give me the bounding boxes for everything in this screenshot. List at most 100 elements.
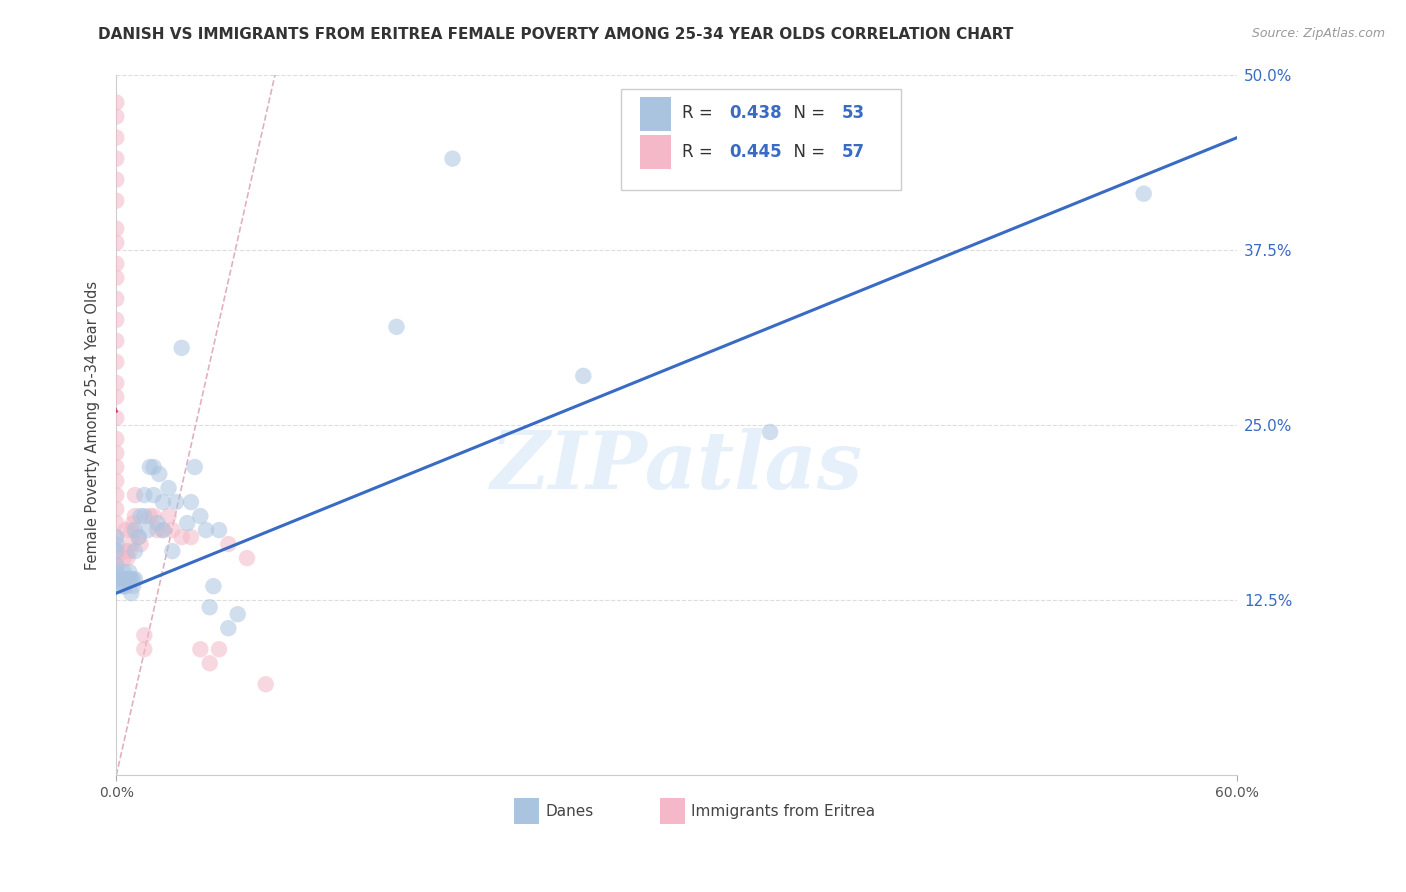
Point xyxy=(217,537,239,551)
Point xyxy=(124,544,146,558)
Point xyxy=(105,194,128,208)
Text: 53: 53 xyxy=(841,104,865,122)
Point xyxy=(120,537,142,551)
Point xyxy=(236,551,259,566)
FancyBboxPatch shape xyxy=(640,136,671,169)
Point xyxy=(226,607,249,622)
Text: Danes: Danes xyxy=(546,805,593,820)
Point xyxy=(194,523,217,537)
Point xyxy=(134,509,156,524)
Point xyxy=(217,621,239,635)
Point xyxy=(105,502,128,516)
Point xyxy=(124,572,146,586)
Point xyxy=(124,523,146,537)
Point xyxy=(105,446,128,460)
Point xyxy=(117,551,139,566)
Point xyxy=(146,516,169,530)
Point xyxy=(105,172,128,186)
Point xyxy=(124,509,146,524)
Point xyxy=(112,565,135,579)
Point xyxy=(111,579,134,593)
Point xyxy=(157,481,180,495)
Point xyxy=(385,319,408,334)
Point xyxy=(105,530,128,544)
Point xyxy=(105,530,128,544)
Point xyxy=(120,572,142,586)
Point xyxy=(142,488,165,502)
Point xyxy=(105,558,128,573)
Point xyxy=(170,530,193,544)
Point xyxy=(114,523,136,537)
Point xyxy=(105,376,128,390)
Point xyxy=(180,530,202,544)
Point xyxy=(162,544,184,558)
Point xyxy=(122,572,145,586)
Point xyxy=(105,488,128,502)
Point xyxy=(124,488,146,502)
Point xyxy=(170,341,193,355)
Point xyxy=(142,509,165,524)
Point xyxy=(105,544,128,558)
Text: R =: R = xyxy=(682,143,718,161)
Point xyxy=(146,523,169,537)
Point xyxy=(105,474,128,488)
Point xyxy=(105,270,128,285)
Text: N =: N = xyxy=(783,104,831,122)
Text: DANISH VS IMMIGRANTS FROM ERITREA FEMALE POVERTY AMONG 25-34 YEAR OLDS CORRELATI: DANISH VS IMMIGRANTS FROM ERITREA FEMALE… xyxy=(98,27,1014,42)
Point xyxy=(136,523,159,537)
Point xyxy=(105,551,128,566)
Point xyxy=(208,523,231,537)
Point xyxy=(128,530,150,544)
Point xyxy=(122,579,145,593)
Point xyxy=(572,368,595,383)
Point xyxy=(105,544,128,558)
Point xyxy=(165,495,187,509)
Point xyxy=(759,425,782,439)
Point xyxy=(105,235,128,250)
FancyBboxPatch shape xyxy=(659,797,685,824)
Point xyxy=(105,355,128,369)
Point xyxy=(198,600,221,615)
Point xyxy=(114,572,136,586)
Point xyxy=(188,642,211,657)
Point xyxy=(122,516,145,530)
FancyBboxPatch shape xyxy=(620,88,901,190)
Text: 57: 57 xyxy=(841,143,865,161)
Point xyxy=(105,572,128,586)
Point xyxy=(114,579,136,593)
Point xyxy=(118,572,141,586)
Point xyxy=(105,257,128,271)
Point xyxy=(180,495,202,509)
Text: 0.438: 0.438 xyxy=(730,104,782,122)
Point xyxy=(105,292,128,306)
Text: Immigrants from Eritrea: Immigrants from Eritrea xyxy=(692,805,876,820)
Point xyxy=(152,523,174,537)
Point xyxy=(105,221,128,235)
Point xyxy=(152,495,174,509)
Point xyxy=(184,460,207,475)
Point xyxy=(157,509,180,524)
Point xyxy=(105,152,128,166)
Point xyxy=(120,523,142,537)
Point xyxy=(105,95,128,110)
Point xyxy=(118,544,141,558)
Point xyxy=(254,677,277,691)
Point xyxy=(188,509,211,524)
Point xyxy=(176,516,198,530)
Point xyxy=(202,579,225,593)
Point xyxy=(105,411,128,425)
Point xyxy=(105,313,128,327)
Point xyxy=(162,523,184,537)
Point xyxy=(112,579,135,593)
Point xyxy=(114,544,136,558)
Point xyxy=(1132,186,1154,201)
Point xyxy=(139,460,162,475)
Point xyxy=(105,432,128,446)
Point xyxy=(111,572,134,586)
Point xyxy=(129,537,152,551)
Point xyxy=(105,558,128,573)
Point xyxy=(105,110,128,124)
Point xyxy=(152,523,174,537)
Point xyxy=(134,488,156,502)
Text: N =: N = xyxy=(783,143,831,161)
